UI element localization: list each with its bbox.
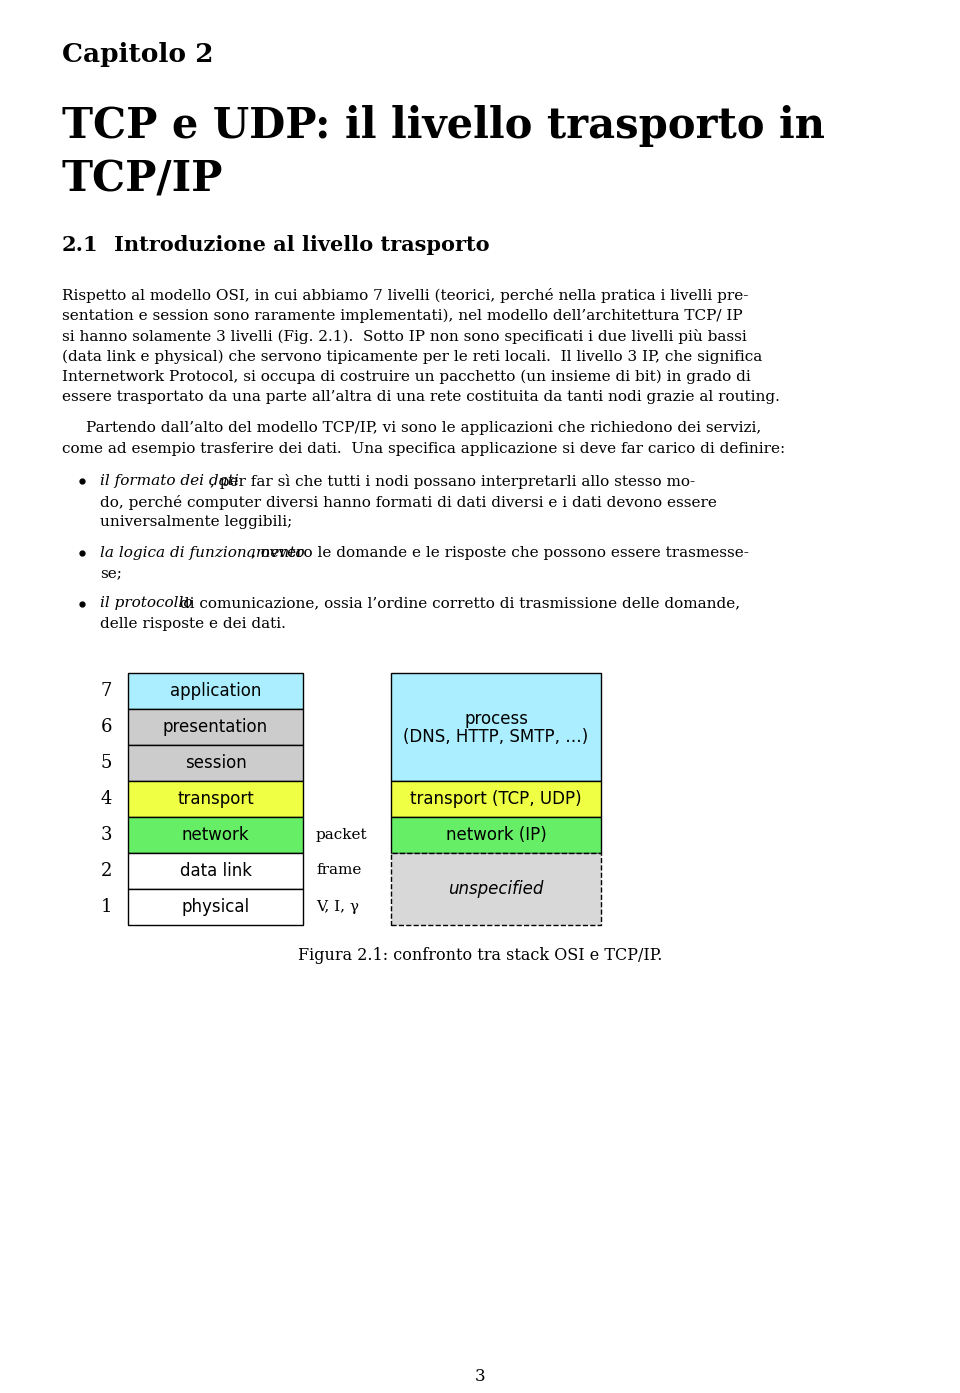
- Bar: [128, 673, 303, 709]
- Text: si hanno solamente 3 livelli (Fig. 2.1).  Sotto IP non sono specificati i due li: si hanno solamente 3 livelli (Fig. 2.1).…: [62, 329, 747, 344]
- Bar: [128, 780, 303, 816]
- Text: il formato dei dati: il formato dei dati: [100, 474, 239, 488]
- Text: data link: data link: [180, 861, 252, 879]
- Bar: [128, 853, 303, 889]
- Text: sentation e session sono raramente implementati), nel modello dell’architettura : sentation e session sono raramente imple…: [62, 308, 743, 323]
- Bar: [128, 889, 303, 925]
- Text: 3: 3: [474, 1368, 486, 1385]
- Text: 7: 7: [101, 681, 112, 699]
- Text: presentation: presentation: [163, 717, 268, 736]
- Text: unspecified: unspecified: [448, 879, 543, 897]
- Text: 5: 5: [101, 754, 112, 772]
- Text: network: network: [181, 826, 250, 844]
- Text: 2.1: 2.1: [62, 235, 99, 255]
- Text: packet: packet: [316, 827, 368, 841]
- Text: Figura 2.1: confronto tra stack OSI e TCP/IP.: Figura 2.1: confronto tra stack OSI e TC…: [298, 946, 662, 964]
- Text: transport (TCP, UDP): transport (TCP, UDP): [410, 790, 582, 808]
- Text: (DNS, HTTP, SMTP, …): (DNS, HTTP, SMTP, …): [403, 727, 588, 745]
- Text: delle risposte e dei dati.: delle risposte e dei dati.: [100, 617, 286, 631]
- Text: 4: 4: [101, 790, 112, 808]
- Text: , ovvero le domande e le risposte che possono essere trasmesse-: , ovvero le domande e le risposte che po…: [251, 546, 749, 560]
- Text: network (IP): network (IP): [445, 826, 546, 844]
- Text: transport: transport: [178, 790, 253, 808]
- Text: V, I, γ: V, I, γ: [316, 900, 359, 914]
- Text: TCP/IP: TCP/IP: [62, 157, 224, 201]
- Text: essere trasportato da una parte all’altra di una rete costituita da tanti nodi g: essere trasportato da una parte all’altr…: [62, 390, 780, 404]
- Text: Rispetto al modello OSI, in cui abbiamo 7 livelli (teorici, perché nella pratica: Rispetto al modello OSI, in cui abbiamo …: [62, 288, 749, 304]
- Text: physical: physical: [181, 897, 250, 915]
- Text: 1: 1: [101, 897, 112, 915]
- Bar: [128, 816, 303, 853]
- Text: , per far sì che tutti i nodi possano interpretarli allo stesso mo-: , per far sì che tutti i nodi possano in…: [210, 474, 695, 489]
- Text: frame: frame: [316, 864, 361, 878]
- Bar: [391, 853, 601, 925]
- Text: Internetwork Protocol, si occupa di costruire un pacchetto (un insieme di bit) i: Internetwork Protocol, si occupa di cost…: [62, 371, 751, 384]
- Bar: [128, 709, 303, 744]
- Text: Partendo dall’alto del modello TCP/IP, vi sono le applicazioni che richiedono de: Partendo dall’alto del modello TCP/IP, v…: [86, 421, 761, 435]
- Bar: [128, 744, 303, 780]
- Text: process: process: [464, 709, 528, 727]
- Text: Capitolo 2: Capitolo 2: [62, 42, 213, 67]
- Bar: [391, 816, 601, 853]
- Text: universalmente leggibili;: universalmente leggibili;: [100, 515, 292, 529]
- Text: 2: 2: [101, 861, 112, 879]
- Text: se;: se;: [100, 566, 122, 579]
- Text: do, perché computer diversi hanno formati di dati diversi e i dati devono essere: do, perché computer diversi hanno format…: [100, 495, 717, 510]
- Text: TCP e UDP: il livello trasporto in: TCP e UDP: il livello trasporto in: [62, 104, 825, 148]
- Text: Introduzione al livello trasporto: Introduzione al livello trasporto: [114, 235, 490, 255]
- Text: il protocollo: il protocollo: [100, 596, 193, 610]
- Bar: [391, 673, 601, 780]
- Text: la logica di funzionamento: la logica di funzionamento: [100, 546, 304, 560]
- Text: (data link e physical) che servono tipicamente per le reti locali.  Il livello 3: (data link e physical) che servono tipic…: [62, 350, 762, 364]
- Bar: [391, 780, 601, 816]
- Text: 6: 6: [101, 717, 112, 736]
- Text: come ad esempio trasferire dei dati.  Una specifica applicazione si deve far car: come ad esempio trasferire dei dati. Una…: [62, 442, 785, 456]
- Text: 3: 3: [101, 826, 112, 844]
- Text: session: session: [184, 754, 247, 772]
- Text: di comunicazione, ossia l’ordine corretto di trasmissione delle domande,: di comunicazione, ossia l’ordine corrett…: [176, 596, 740, 610]
- Text: application: application: [170, 681, 261, 699]
